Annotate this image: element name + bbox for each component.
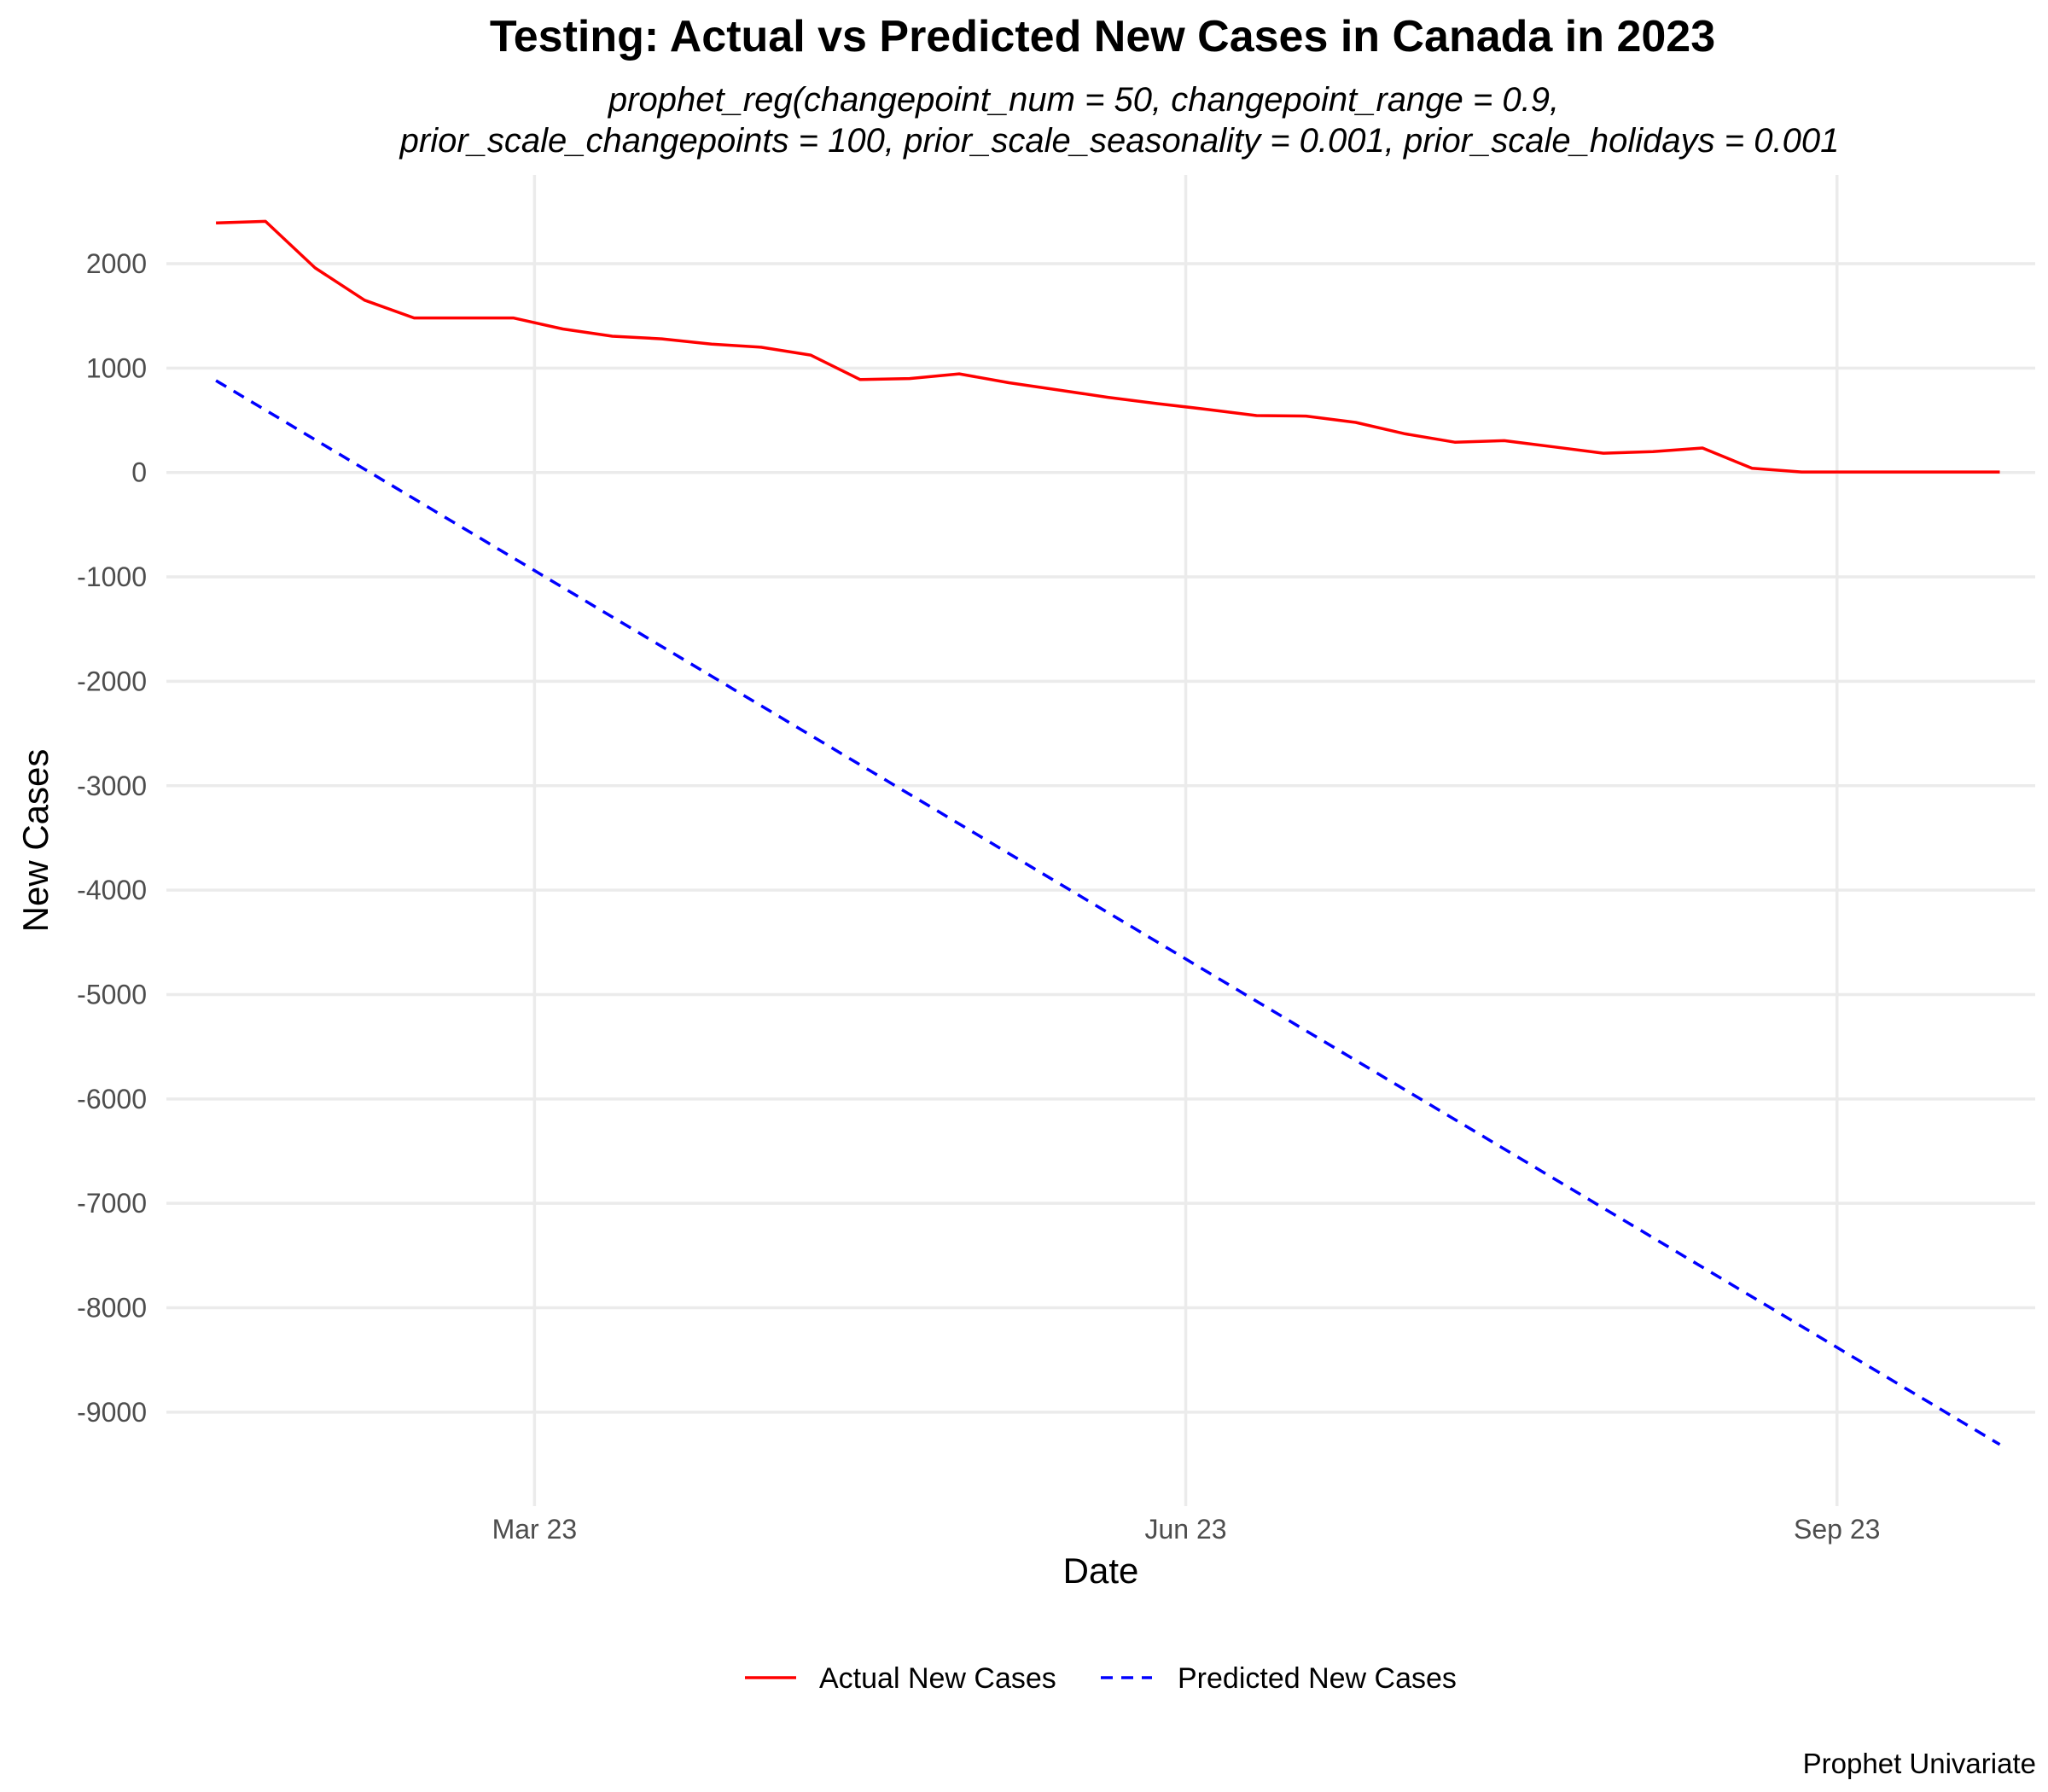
legend-label-actual: Actual New Cases — [819, 1662, 1056, 1695]
y-tick-label: 1000 — [86, 352, 147, 383]
y-tick-label: -1000 — [77, 561, 147, 592]
grid — [166, 175, 2035, 1506]
y-tick-label: -7000 — [77, 1188, 147, 1219]
x-axis-title: Date — [1063, 1551, 1139, 1591]
legend-label-predicted: Predicted New Cases — [1178, 1662, 1457, 1695]
series-lines — [215, 219, 2001, 1446]
y-axis-ticks: 2000 1000 0 -1000 -2000 -3000 -4000 -5000 -6000 -… — [77, 248, 147, 1428]
y-tick-label: -5000 — [77, 979, 147, 1009]
y-tick-label: 0 — [131, 457, 147, 488]
y-tick-label: -4000 — [77, 875, 147, 905]
y-tick-label: -9000 — [77, 1397, 147, 1428]
x-tick-label: Jun 23 — [1145, 1514, 1227, 1545]
y-tick-label: -3000 — [77, 771, 147, 801]
y-axis-title: New Cases — [15, 749, 55, 933]
y-tick-label: 2000 — [86, 248, 147, 279]
actual-series-line — [216, 219, 2000, 474]
predicted-series-line — [215, 379, 2001, 1446]
legend: Actual New Cases Predicted New Cases — [745, 1662, 1457, 1695]
y-tick-label: -6000 — [77, 1084, 147, 1114]
chart-subtitle-line-2: prior_scale_changepoints = 100, prior_sc… — [399, 122, 1840, 160]
chart-caption: Prophet Univariate — [1803, 1748, 2036, 1779]
x-tick-label: Sep 23 — [1794, 1514, 1880, 1545]
y-tick-label: -2000 — [77, 666, 147, 696]
y-tick-label: -8000 — [77, 1293, 147, 1324]
x-tick-label: Mar 23 — [492, 1514, 578, 1545]
x-axis-ticks: Mar 23 Jun 23 Sep 23 — [492, 1514, 1881, 1545]
chart-title: Testing: Actual vs Predicted New Cases i… — [490, 12, 1715, 61]
chart-subtitle-line-1: prophet_reg(changepoint_num = 50, change… — [608, 81, 1559, 119]
